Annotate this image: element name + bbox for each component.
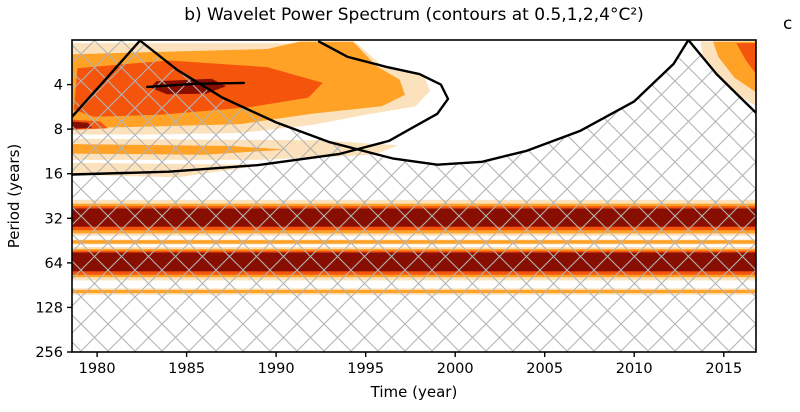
power-blob (736, 43, 756, 75)
y-tick-label: 16 (45, 167, 63, 183)
x-tick-label: 2005 (526, 361, 563, 377)
axes-frame (71, 39, 757, 353)
x-tick-label: 1995 (347, 361, 384, 377)
x-axis-label: Time (year) (370, 383, 458, 401)
core-contour-segment (146, 81, 246, 89)
x-tick-label: 2015 (705, 361, 742, 377)
x-tick-label: 1985 (168, 361, 205, 377)
plot-area (72, 40, 756, 352)
x-tick-label: 1990 (258, 361, 295, 377)
chart-title: b) Wavelet Power Spectrum (contours at 0… (184, 5, 644, 25)
y-tick-label: 256 (35, 345, 63, 361)
y-tick-label: 8 (54, 122, 63, 138)
y-tick-label: 32 (45, 211, 63, 227)
y-tick-label: 64 (45, 256, 63, 272)
significance-contour (72, 40, 450, 176)
coi-hatch-overlay (72, 40, 756, 352)
y-tick-label: 4 (54, 78, 63, 94)
adjacent-panel-label-fragment: c (783, 14, 793, 34)
y-tick-label: 128 (35, 300, 63, 316)
x-tick-label: 2010 (616, 361, 653, 377)
y-axis-label: Period (years) (5, 143, 23, 249)
x-tick-label: 1980 (79, 361, 116, 377)
x-tick-label: 2000 (437, 361, 474, 377)
cone-of-influence (72, 40, 690, 166)
corner-contour (688, 40, 756, 114)
